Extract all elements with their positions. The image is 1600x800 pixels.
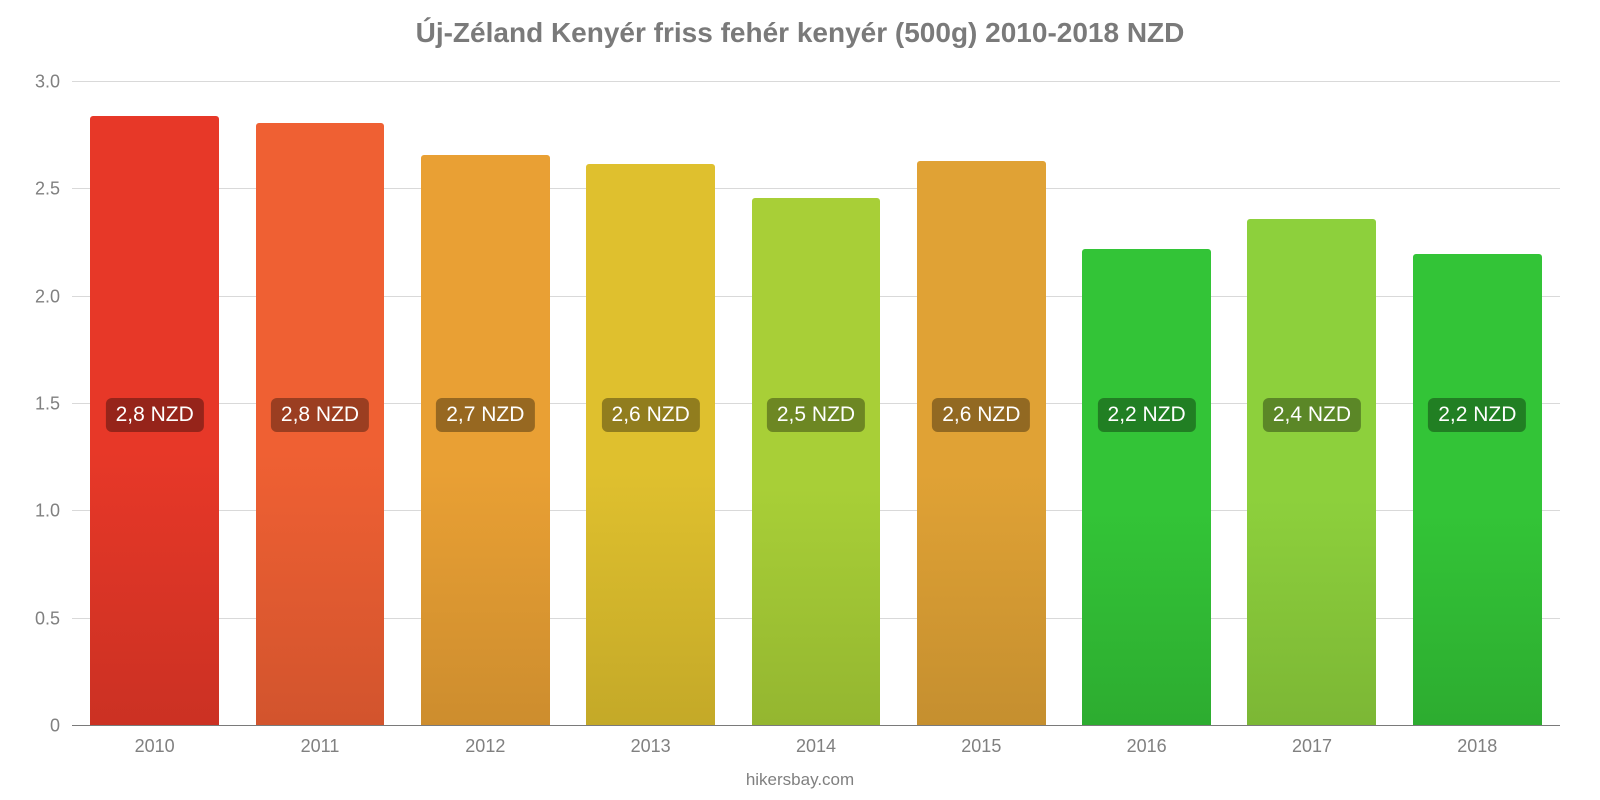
bar-value-label: 2,4 NZD: [1263, 398, 1361, 432]
bar-slot: 2,8 NZD: [237, 82, 402, 726]
bar-slot: 2,4 NZD: [1229, 82, 1394, 726]
x-tick-label: 2017: [1229, 736, 1394, 757]
bar-slot: 2,5 NZD: [733, 82, 898, 726]
bar: [586, 164, 715, 726]
x-axis-baseline: [72, 725, 1560, 726]
plot-inner: 2,8 NZD 2,8 NZD 2,7 NZD 2,6 NZD 2,5 NZD 2,6 N…: [72, 82, 1560, 726]
bar: [917, 161, 1046, 726]
bars-container: 2,8 NZD 2,8 NZD 2,7 NZD 2,6 NZD 2,5 NZD 2,6 N…: [72, 82, 1560, 726]
bar-slot: 2,2 NZD: [1064, 82, 1229, 726]
bar-slot: 2,8 NZD: [72, 82, 237, 726]
x-tick-label: 2016: [1064, 736, 1229, 757]
bar-chart: Új-Zéland Kenyér friss fehér kenyér (500…: [0, 0, 1600, 800]
x-tick-label: 2018: [1395, 736, 1560, 757]
x-tick-label: 2015: [899, 736, 1064, 757]
x-tick-label: 2011: [237, 736, 402, 757]
y-tick-label: 1.5: [35, 394, 72, 415]
bar-value-label: 2,7 NZD: [436, 398, 534, 432]
y-tick-label: 3.0: [35, 72, 72, 93]
bar: [1247, 219, 1376, 726]
bar-value-label: 2,8 NZD: [271, 398, 369, 432]
plot-area: 2,8 NZD 2,8 NZD 2,7 NZD 2,6 NZD 2,5 NZD 2,6 N…: [72, 82, 1560, 726]
x-tick-label: 2013: [568, 736, 733, 757]
bar-slot: 2,7 NZD: [403, 82, 568, 726]
bar-value-label: 2,5 NZD: [767, 398, 865, 432]
bar-value-label: 2,8 NZD: [106, 398, 204, 432]
x-axis-labels: 201020112012201320142015201620172018: [72, 736, 1560, 757]
bar-value-label: 2,2 NZD: [1428, 398, 1526, 432]
y-tick-label: 0: [50, 716, 72, 737]
x-tick-label: 2014: [733, 736, 898, 757]
bar: [1413, 254, 1542, 726]
x-tick-label: 2010: [72, 736, 237, 757]
y-tick-label: 1.0: [35, 501, 72, 522]
bar-slot: 2,6 NZD: [568, 82, 733, 726]
bar-value-label: 2,6 NZD: [602, 398, 700, 432]
bar-value-label: 2,6 NZD: [932, 398, 1030, 432]
bar: [752, 198, 881, 726]
y-tick-label: 2.0: [35, 286, 72, 307]
chart-title: Új-Zéland Kenyér friss fehér kenyér (500…: [0, 0, 1600, 49]
bar: [421, 155, 550, 726]
bar-slot: 2,6 NZD: [899, 82, 1064, 726]
bar: [1082, 249, 1211, 726]
x-tick-label: 2012: [403, 736, 568, 757]
bar-value-label: 2,2 NZD: [1098, 398, 1196, 432]
y-tick-label: 2.5: [35, 179, 72, 200]
source-text: hikersbay.com: [0, 770, 1600, 790]
bar-slot: 2,2 NZD: [1395, 82, 1560, 726]
y-tick-label: 0.5: [35, 608, 72, 629]
